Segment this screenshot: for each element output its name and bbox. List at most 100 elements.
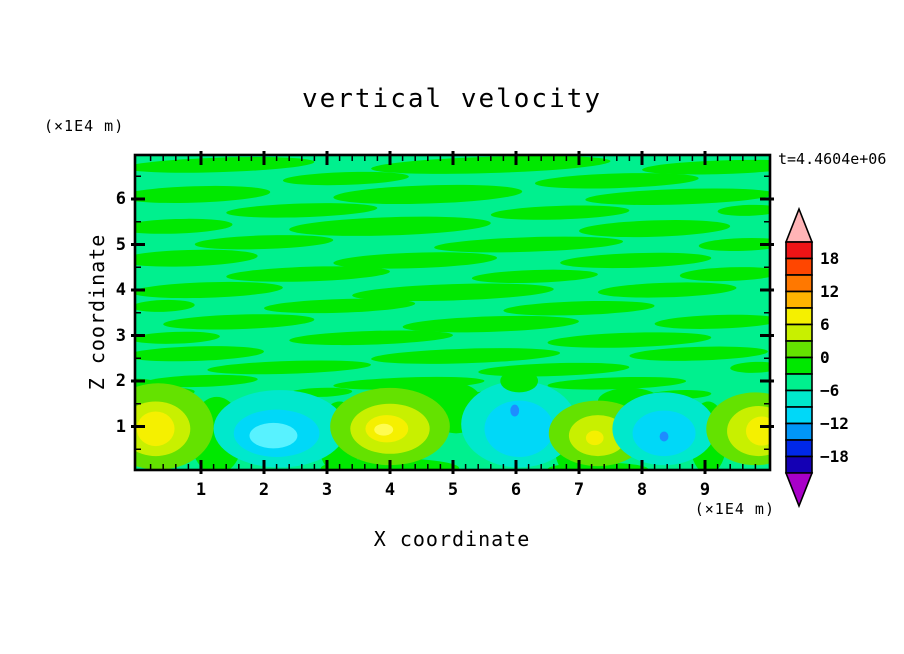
velocity-streak	[352, 283, 554, 302]
velocity-streak	[333, 252, 498, 269]
x-tick-label: 8	[636, 480, 648, 500]
contour-plot	[131, 151, 774, 474]
velocity-streak	[579, 220, 731, 238]
x-axis-unit-label: (×1E4 m)	[694, 500, 775, 518]
velocity-streak	[717, 204, 770, 216]
velocity-streak	[585, 188, 770, 206]
x-tick-label: 3	[321, 480, 333, 500]
colorbar-segment	[785, 307, 813, 326]
velocity-streak	[135, 218, 233, 234]
green-column	[547, 462, 649, 470]
x-tick-label: 1	[195, 480, 207, 500]
x-tick-label: 6	[510, 480, 522, 500]
colorbar-tick-label: 0	[820, 347, 830, 367]
colorbar-segment	[785, 274, 813, 293]
colorbar-segment	[785, 356, 813, 375]
velocity-streak	[264, 298, 416, 314]
velocity-streak	[534, 173, 699, 189]
colorbar-tick-label: −12	[820, 413, 849, 433]
colorbar-below-range-arrow	[784, 472, 814, 509]
velocity-streak	[560, 252, 712, 269]
velocity-streak	[226, 266, 390, 282]
convective-cell-layer	[585, 430, 604, 446]
velocity-streak	[135, 281, 283, 299]
velocity-streak	[194, 235, 334, 250]
colorbar-segment	[785, 373, 813, 392]
velocity-streak	[226, 203, 378, 218]
velocity-streak	[503, 300, 655, 316]
colorbar-tick-label: −18	[820, 446, 849, 466]
y-axis-title: Z coordinate	[85, 233, 109, 391]
plot-border	[133, 153, 772, 472]
velocity-streak	[654, 314, 770, 329]
convective-cell-layer	[484, 400, 554, 457]
colorbar-segment	[785, 340, 813, 359]
y-tick-label: 1	[115, 416, 126, 437]
velocity-streak	[679, 267, 770, 282]
colorbar-segment	[785, 241, 813, 260]
velocity-streak	[135, 346, 264, 362]
velocity-streak	[547, 332, 712, 348]
convective-cell-layer	[136, 411, 175, 447]
colorbar-segment	[785, 389, 813, 408]
velocity-streak	[289, 330, 453, 346]
velocity-streak	[135, 185, 271, 203]
y-tick-label: 3	[115, 325, 126, 346]
velocity-streak	[371, 348, 561, 364]
convective-cell-layer	[659, 431, 669, 442]
colorbar-segment	[785, 257, 813, 276]
colorbar-body	[784, 206, 814, 509]
y-tick-label: 5	[115, 234, 126, 255]
x-axis-title: X coordinate	[373, 527, 531, 551]
x-tick-label: 9	[699, 480, 711, 500]
y-tick-label: 6	[115, 189, 126, 209]
colorbar-tick-label: 6	[820, 314, 830, 334]
convective-cell-layer	[510, 404, 520, 417]
x-tick-label: 4	[384, 480, 396, 500]
velocity-streak	[135, 331, 220, 344]
velocity-streak	[207, 360, 372, 375]
velocity-streak	[597, 282, 737, 298]
velocity-streak	[289, 216, 491, 236]
y-tick-label: 4	[115, 280, 126, 300]
velocity-streak	[730, 361, 770, 373]
colorbar	[784, 206, 814, 509]
colorbar-above-range-arrow	[784, 206, 814, 243]
velocity-streak	[402, 315, 579, 333]
colorbar-segment	[785, 439, 813, 458]
x-tick-label: 7	[573, 480, 585, 500]
velocity-streak	[282, 171, 409, 186]
velocity-streak	[135, 249, 258, 267]
velocity-streak	[333, 184, 523, 205]
velocity-streak	[629, 346, 768, 361]
colorbar-segment	[785, 455, 813, 474]
colorbar-segment	[785, 323, 813, 342]
time-annotation: t=4.4604e+06	[778, 150, 887, 168]
x-tick-label: 5	[447, 480, 459, 500]
velocity-streak	[135, 299, 195, 312]
colorbar-tick-label: 18	[820, 248, 840, 268]
colorbar-tick-label: 12	[820, 281, 840, 301]
convective-cell-layer	[374, 423, 394, 436]
velocity-streak	[642, 159, 770, 175]
velocity-streak	[135, 157, 315, 173]
contour-field	[135, 155, 770, 470]
velocity-streak	[371, 155, 611, 174]
convective-cell-layer	[249, 422, 298, 449]
x-tick-label: 2	[258, 480, 270, 500]
velocity-streak	[471, 269, 598, 284]
velocity-streak	[144, 374, 258, 388]
y-tick-label: 2	[115, 371, 126, 391]
velocity-streak	[490, 205, 630, 220]
plot-title: vertical velocity	[301, 84, 603, 114]
velocity-streak	[547, 376, 687, 390]
convective-cell-layer	[500, 369, 539, 393]
y-axis-unit-label: (×1E4 m)	[44, 117, 125, 135]
velocity-streak	[434, 236, 624, 253]
convective-cell-layer	[745, 416, 770, 446]
velocity-streak	[698, 237, 770, 252]
colorbar-segment	[785, 406, 813, 425]
colorbar-segment	[785, 422, 813, 441]
colorbar-segment	[785, 290, 813, 309]
